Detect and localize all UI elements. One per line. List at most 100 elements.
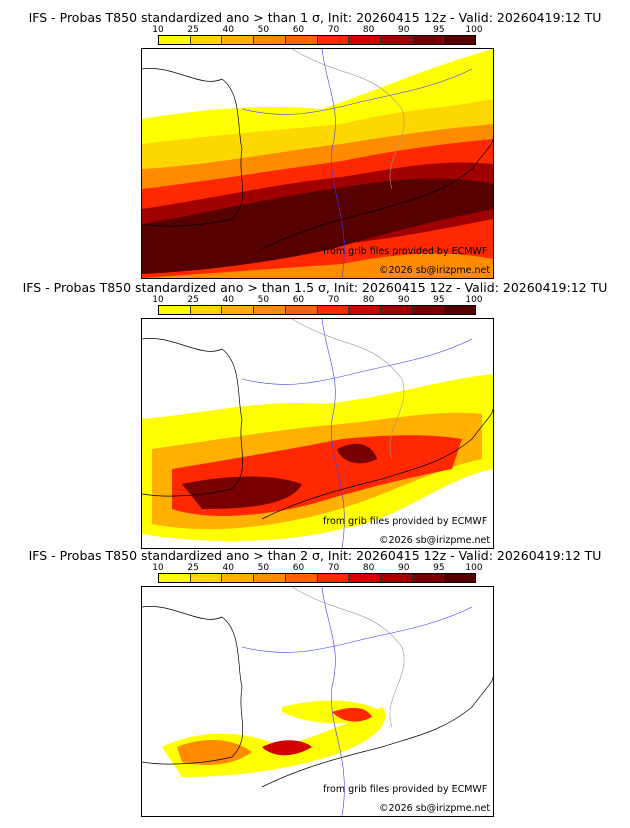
colorbar-cell (380, 306, 413, 314)
panel-title: IFS - Probas T850 standardized ano > tha… (22, 280, 608, 295)
colorbar-tick: 70 (327, 25, 340, 35)
river (241, 606, 473, 653)
colorbar-cell (285, 306, 318, 314)
colorbar-tick: 40 (222, 295, 234, 305)
coastline (261, 408, 493, 520)
colorbar-ticks: 10 25 40 50 60 70 80 90 95 100 (152, 25, 482, 35)
colorbar-cell (254, 574, 286, 582)
colorbar-cell (317, 36, 350, 44)
colorbar-cell (444, 36, 476, 44)
border (291, 49, 405, 190)
probability-map: from grib files provided by ECMWF ©2026 … (141, 318, 494, 549)
copyright: ©2026 sb@irizpme.net (379, 535, 491, 546)
colorbar-cell (222, 574, 255, 582)
colorbar-tick: 60 (292, 563, 305, 573)
colorbar-cell (412, 306, 445, 314)
colorbar-cell (380, 574, 413, 582)
coastline (142, 605, 244, 765)
colorbar-cell (412, 574, 445, 582)
colorbar-cell (444, 306, 476, 314)
coastline (142, 67, 244, 227)
colorbar-cell (159, 36, 191, 44)
forecast-panel-3: IFS - Probas T850 standardized ano > tha… (0, 538, 630, 817)
copyright: ©2026 sb@irizpme.net (379, 803, 491, 814)
colorbar-tick: 50 (257, 563, 270, 573)
colorbar-cell (349, 36, 381, 44)
colorbar-cell (254, 306, 286, 314)
coastline (261, 138, 493, 250)
probability-map: from grib files provided by ECMWF ©2026 … (141, 48, 494, 279)
colorbar-tick: 70 (327, 295, 340, 305)
colorbar-cell (254, 36, 286, 44)
colorbar-cell (190, 36, 223, 44)
colorbar-cell (285, 574, 318, 582)
coastline (142, 337, 244, 497)
colorbar-tick: 100 (465, 25, 483, 35)
colorbar-cell (222, 36, 255, 44)
probability-map: from grib files provided by ECMWF ©2026 … (141, 586, 494, 817)
colorbar-tick: 80 (362, 25, 375, 35)
colorbar-tick: 90 (398, 295, 410, 305)
colorbar-cell (190, 306, 223, 314)
river (321, 587, 345, 816)
colorbar-tick: 70 (327, 563, 340, 573)
colorbar-tick: 95 (433, 295, 445, 305)
colorbar-tick: 95 (433, 563, 445, 573)
colorbar-tick: 50 (257, 295, 270, 305)
colorbar-tick: 95 (433, 25, 445, 35)
colorbar-tick: 25 (187, 295, 199, 305)
colorbar-tick: 60 (292, 295, 305, 305)
copyright: ©2026 sb@irizpme.net (379, 265, 491, 276)
colorbar-cell (159, 306, 191, 314)
colorbar-cell (349, 306, 381, 314)
forecast-panel-2: IFS - Probas T850 standardized ano > tha… (0, 270, 630, 549)
probability-area (142, 178, 493, 274)
source-credit: from grib files provided by ECMWF (323, 516, 488, 527)
panel-title: IFS - Probas T850 standardized ano > tha… (28, 548, 602, 563)
colorbar-tick: 10 (152, 563, 164, 573)
probability-area (332, 707, 372, 722)
colorbar-tick: 25 (187, 563, 199, 573)
colorbar-tick: 40 (222, 25, 234, 35)
border (291, 587, 405, 728)
colorbar-cell (317, 574, 350, 582)
colorbar-ticks: 10 25 40 50 60 70 80 90 95 100 (152, 563, 482, 573)
colorbar (158, 573, 476, 583)
river (241, 68, 473, 115)
colorbar (158, 305, 476, 315)
colorbar-tick: 40 (222, 563, 234, 573)
colorbar-tick: 100 (465, 563, 483, 573)
river (321, 49, 345, 278)
forecast-panel-1: IFS - Probas T850 standardized ano > tha… (0, 0, 630, 279)
colorbar-cell (349, 574, 381, 582)
panel-title: IFS - Probas T850 standardized ano > tha… (28, 10, 602, 25)
colorbar-tick: 80 (362, 563, 375, 573)
colorbar-cell (222, 306, 255, 314)
colorbar-tick: 90 (398, 563, 410, 573)
probability-area (182, 476, 302, 509)
coastline (261, 676, 493, 788)
colorbar-cell (285, 36, 318, 44)
colorbar-tick: 60 (292, 25, 305, 35)
colorbar-tick: 10 (152, 25, 164, 35)
colorbar-cell (412, 36, 445, 44)
colorbar-tick: 100 (465, 295, 483, 305)
river (321, 319, 345, 548)
colorbar (158, 35, 476, 45)
colorbar-cell (317, 306, 350, 314)
colorbar-tick: 90 (398, 25, 410, 35)
colorbar-cell (190, 574, 223, 582)
colorbar-cell (444, 574, 476, 582)
colorbar-tick: 10 (152, 295, 164, 305)
river (241, 338, 473, 385)
probability-area (262, 740, 312, 756)
probability-area (177, 740, 252, 765)
border (291, 319, 405, 460)
colorbar-tick: 80 (362, 295, 375, 305)
colorbar-ticks: 10 25 40 50 60 70 80 90 95 100 (152, 295, 482, 305)
colorbar-cell (159, 574, 191, 582)
source-credit: from grib files provided by ECMWF (323, 784, 488, 795)
probability-area (337, 443, 377, 464)
colorbar-tick: 25 (187, 25, 199, 35)
source-credit: from grib files provided by ECMWF (323, 246, 488, 257)
